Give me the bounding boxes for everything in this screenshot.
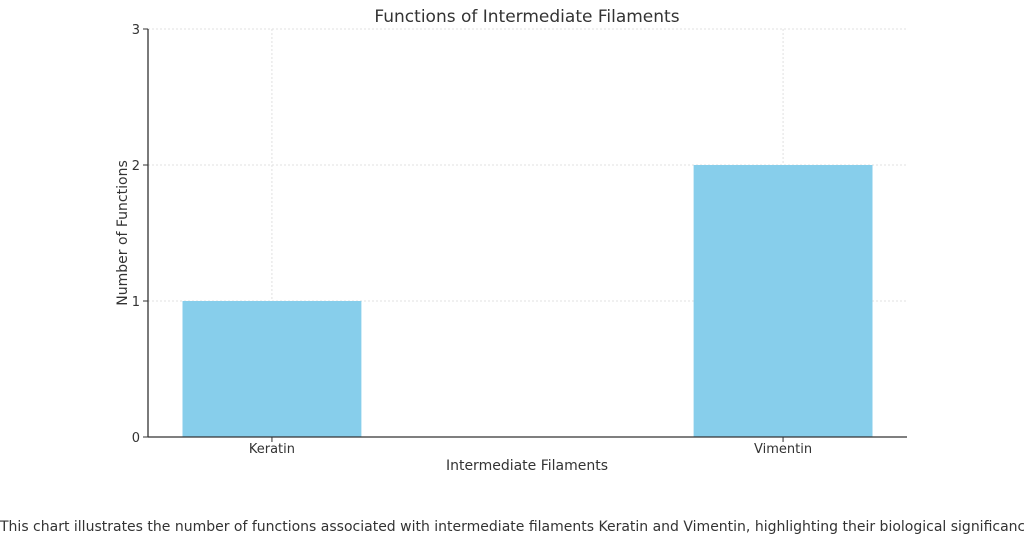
axes [147, 29, 907, 438]
y-tick-label: 3 [132, 23, 140, 38]
chart-caption: This chart illustrates the number of fun… [0, 519, 1024, 535]
y-tick-label: 0 [132, 431, 140, 446]
bar-keratin [182, 301, 362, 437]
y-tick-label: 1 [132, 295, 140, 310]
bar-chart: 0 1 2 3 Keratin Vimentin Functions of Interm… [115, 7, 907, 474]
bar-vimentin [693, 165, 873, 437]
x-tick-label: Keratin [249, 442, 295, 457]
bars [182, 165, 873, 437]
y-tick-label: 2 [132, 159, 140, 174]
x-ticks: Keratin Vimentin [249, 437, 812, 457]
x-axis-label: Intermediate Filaments [446, 458, 608, 474]
y-ticks: 0 1 2 3 [132, 23, 148, 446]
chart-title: Functions of Intermediate Filaments [374, 7, 679, 27]
y-axis-label: Number of Functions [115, 160, 131, 305]
x-tick-label: Vimentin [754, 442, 812, 457]
